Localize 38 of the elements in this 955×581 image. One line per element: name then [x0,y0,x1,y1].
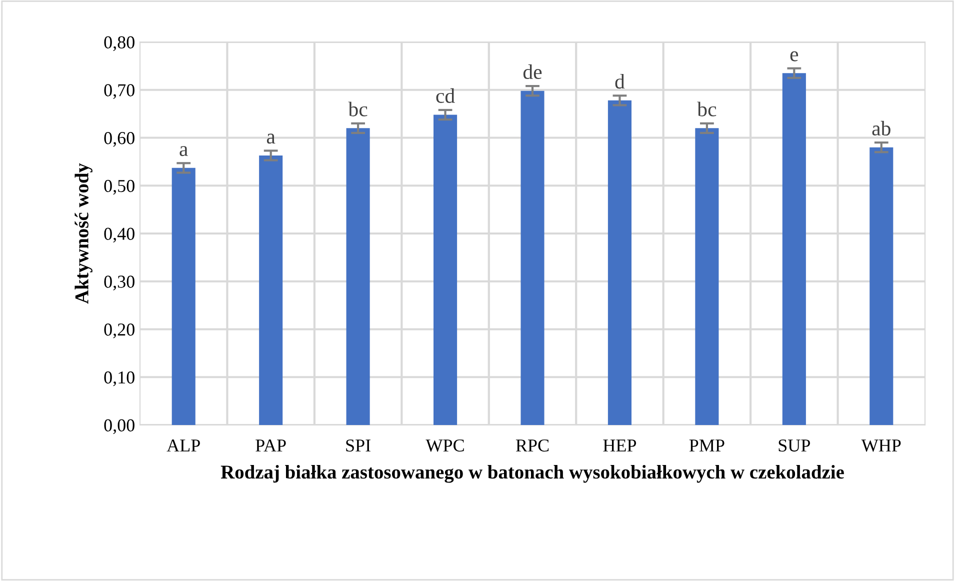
annotation: a [266,134,276,144]
y-tick-label: 0,60 [104,132,134,147]
bar [172,168,196,425]
annotation: de [523,64,542,80]
y-tick-label: 0,80 [104,36,134,52]
y-tick-label: 0,40 [104,228,134,243]
x-tick-label: SUP [778,439,810,452]
annotation: cd [436,88,455,103]
x-tick-label: RPC [516,439,549,452]
y-tick-label: 0,00 [104,419,134,434]
bar [520,90,544,425]
bar [259,155,283,425]
annotation: bc [697,102,716,116]
annotation: d [615,74,625,89]
annotation: a [180,146,188,156]
bar [346,128,370,425]
y-tick-label: 0,10 [104,371,134,386]
y-tick-label: 0,30 [104,276,134,290]
x-tick-label: WHP [861,440,901,452]
annotation: bc [348,102,368,116]
x-axis-title: Rodzaj białka zastosowanego w batonach wysokobiałkowych w czekoladzie [220,465,844,483]
x-tick-label: ALP [166,440,200,452]
x-tick-label: PMP [689,440,724,452]
x-tick-label: WPC [426,439,464,452]
x-tick-label: PAP [256,440,286,452]
y-tick-label: 0,50 [104,180,134,195]
y-tick-label: 0,70 [104,84,134,99]
bar [434,114,458,425]
x-tick-label: SPI [346,439,370,452]
annotation: ab [872,120,890,136]
bar [608,100,632,425]
y-axis-title: Aktywność wody [74,163,92,304]
bar [782,73,806,425]
x-tick-label: HEP [603,440,636,452]
bar [870,147,894,425]
y-tick-label: 0,20 [104,324,134,338]
bar [695,128,719,425]
annotation: e [790,51,798,62]
